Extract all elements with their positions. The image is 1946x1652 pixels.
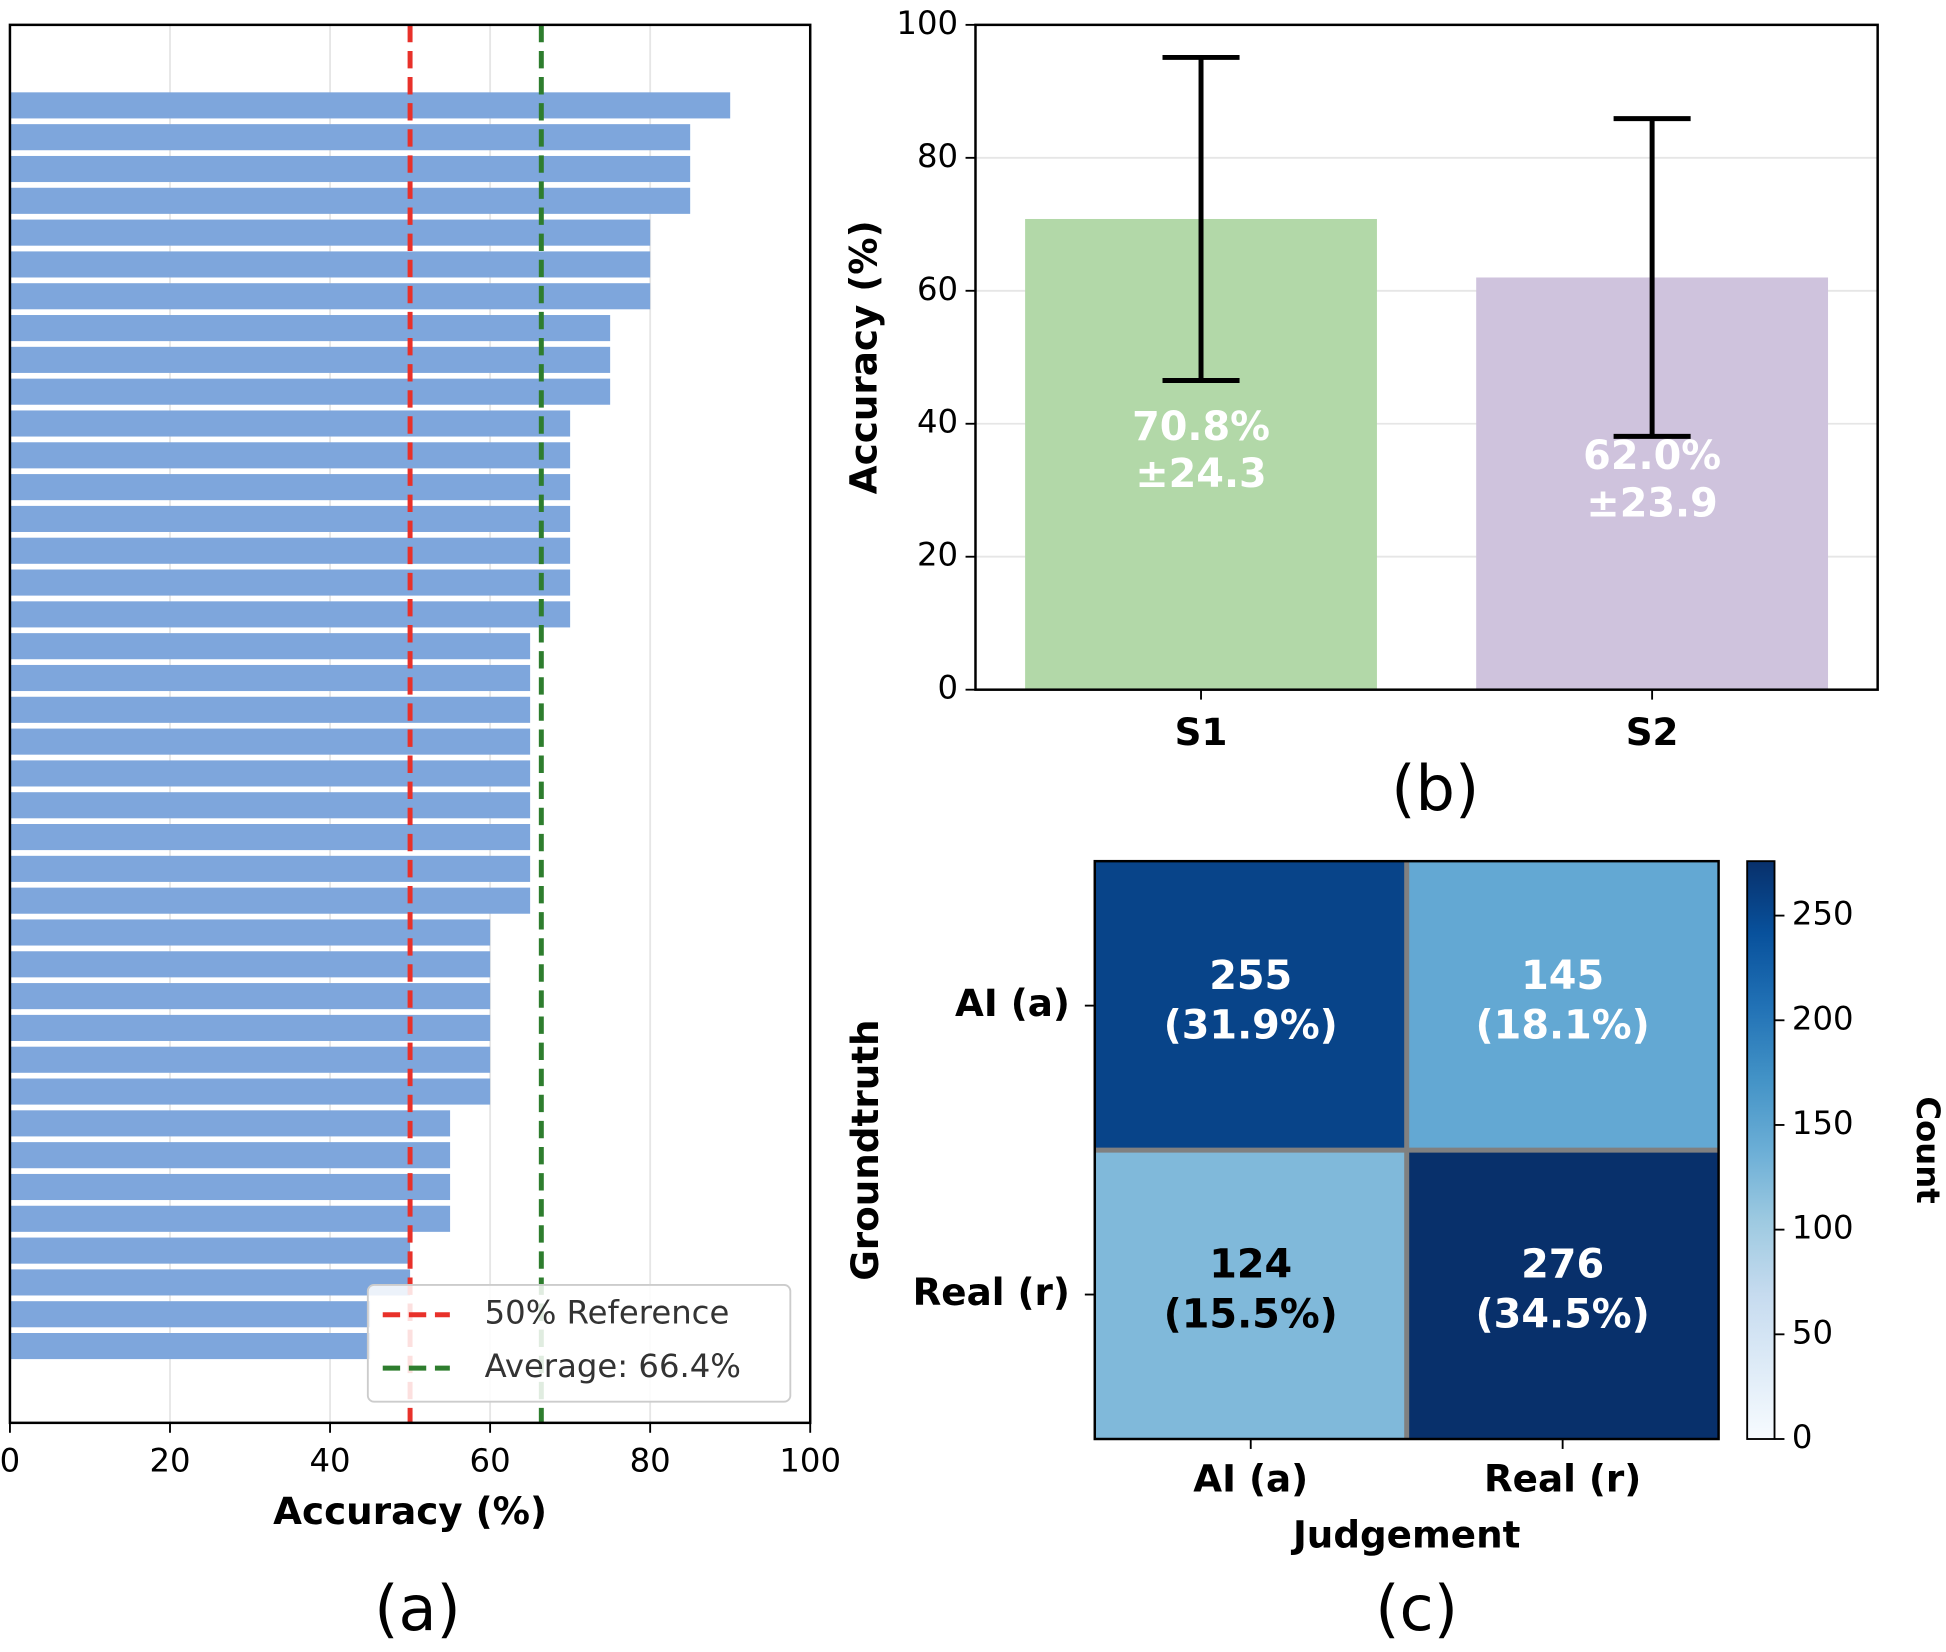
y-tick-label: 60 bbox=[917, 270, 958, 308]
x-tick-label: 0 bbox=[0, 1442, 20, 1480]
x-tick-label: AI (a) bbox=[1193, 1457, 1308, 1501]
error-bar bbox=[1162, 54, 1240, 384]
heatmap-cell bbox=[1406, 861, 1719, 1151]
cell-percent: (34.5%) bbox=[1476, 1291, 1650, 1337]
colorbar-label: Count bbox=[1909, 1096, 1946, 1203]
y-axis-label: Accuracy (%) bbox=[842, 220, 886, 494]
bar bbox=[9, 919, 491, 946]
bar bbox=[9, 760, 531, 787]
bar bbox=[9, 124, 691, 151]
bar bbox=[9, 92, 731, 119]
bar bbox=[9, 664, 531, 692]
bar bbox=[9, 1110, 451, 1137]
cell-percent: (31.9%) bbox=[1164, 1002, 1338, 1048]
colorbar-tick-label: 0 bbox=[1792, 1418, 1813, 1456]
bar bbox=[9, 1269, 411, 1296]
axes-frame bbox=[1093, 859, 1720, 1441]
x-tick-label: 60 bbox=[470, 1442, 511, 1480]
bar bbox=[9, 983, 491, 1010]
colorbar-tick-label: 200 bbox=[1792, 999, 1854, 1037]
colorbar-tick-label: 100 bbox=[1792, 1209, 1854, 1247]
bar bbox=[9, 951, 491, 978]
bar bbox=[9, 728, 531, 755]
error-label: ±23.9 bbox=[1586, 480, 1717, 526]
y-tick-label: 100 bbox=[896, 4, 958, 42]
bar bbox=[9, 633, 531, 660]
bar bbox=[9, 855, 531, 882]
bar bbox=[9, 1173, 451, 1201]
heatmap-cell bbox=[1094, 861, 1407, 1151]
bar bbox=[9, 887, 531, 914]
bar bbox=[9, 474, 571, 501]
legend-box bbox=[366, 1283, 792, 1403]
x-axis-label: Accuracy (%) bbox=[273, 1489, 547, 1533]
axes-frame bbox=[974, 23, 1879, 691]
x-tick-label: 80 bbox=[630, 1442, 671, 1480]
bar bbox=[9, 219, 651, 246]
y-tick-label: 20 bbox=[917, 536, 958, 574]
y-tick-label: 0 bbox=[938, 669, 959, 707]
bar bbox=[9, 1301, 371, 1328]
y-tick-label: AI (a) bbox=[955, 981, 1070, 1025]
error-label: ±24.3 bbox=[1135, 451, 1266, 497]
bar bbox=[9, 1333, 371, 1360]
bar bbox=[9, 824, 531, 851]
bar bbox=[9, 283, 651, 310]
colorbar bbox=[1746, 860, 1776, 1440]
cell-percent: (15.5%) bbox=[1164, 1291, 1338, 1337]
value-label: 62.0% bbox=[1583, 433, 1721, 479]
bar bbox=[9, 1014, 491, 1041]
y-tick-label: 80 bbox=[917, 137, 958, 175]
bar bbox=[9, 1046, 491, 1073]
bar bbox=[9, 315, 611, 342]
colorbar-tick-label: 50 bbox=[1792, 1313, 1833, 1351]
bar bbox=[9, 505, 571, 532]
bar bbox=[9, 1142, 451, 1169]
x-tick-label: 20 bbox=[149, 1442, 190, 1480]
bar bbox=[9, 792, 531, 819]
cell-count: 276 bbox=[1521, 1242, 1604, 1288]
bar bbox=[9, 569, 571, 596]
cell-count: 145 bbox=[1521, 953, 1604, 999]
x-tick-label: 40 bbox=[309, 1442, 350, 1480]
bar bbox=[9, 1078, 491, 1105]
caption: (c) bbox=[1375, 1572, 1458, 1645]
cell-percent: (18.1%) bbox=[1476, 1002, 1650, 1048]
bar bbox=[9, 1205, 451, 1232]
heatmap-cell bbox=[1094, 1150, 1407, 1440]
bar bbox=[9, 442, 571, 469]
y-tick-label: 40 bbox=[917, 403, 958, 441]
bar bbox=[9, 155, 691, 183]
bar bbox=[9, 601, 571, 628]
bar bbox=[9, 251, 651, 278]
bar bbox=[9, 187, 691, 214]
cell-count: 255 bbox=[1209, 953, 1292, 999]
bar bbox=[9, 410, 571, 437]
caption: (b) bbox=[1391, 752, 1479, 825]
bar bbox=[9, 378, 611, 405]
y-tick-label: Real (r) bbox=[913, 1270, 1070, 1314]
caption: (a) bbox=[374, 1572, 461, 1645]
value-label: 70.8% bbox=[1132, 404, 1270, 450]
heatmap-cell bbox=[1406, 1150, 1719, 1440]
x-tick-label: Real (r) bbox=[1484, 1457, 1641, 1501]
bar bbox=[9, 696, 531, 723]
colorbar-tick-label: 250 bbox=[1792, 895, 1854, 933]
colorbar-tick-label: 150 bbox=[1792, 1104, 1854, 1142]
x-tick-label: S1 bbox=[1175, 710, 1228, 754]
axes-frame bbox=[8, 23, 812, 1425]
x-tick-label: S2 bbox=[1626, 710, 1679, 754]
y-axis-label: Groundtruth bbox=[843, 1019, 887, 1280]
bar bbox=[9, 346, 611, 373]
bar bbox=[9, 537, 571, 564]
bar bbox=[9, 1237, 411, 1264]
x-axis-label: Judgement bbox=[1290, 1513, 1520, 1557]
legend-label: 50% Reference bbox=[485, 1294, 730, 1332]
cell-count: 124 bbox=[1209, 1242, 1292, 1288]
error-bar bbox=[1613, 116, 1691, 439]
x-tick-label: 100 bbox=[779, 1442, 841, 1480]
legend-label: Average: 66.4% bbox=[485, 1347, 741, 1385]
